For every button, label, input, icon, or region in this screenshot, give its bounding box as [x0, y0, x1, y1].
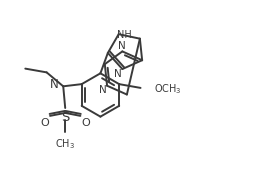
Text: O: O: [41, 118, 50, 128]
Text: OCH$_3$: OCH$_3$: [154, 82, 182, 96]
Text: N: N: [99, 85, 107, 95]
Text: O: O: [81, 118, 90, 128]
Text: N: N: [50, 78, 58, 91]
Text: N: N: [118, 41, 126, 50]
Text: NH: NH: [117, 30, 131, 40]
Text: S: S: [61, 111, 69, 124]
Text: CH$_3$: CH$_3$: [55, 137, 75, 151]
Text: N: N: [114, 69, 121, 79]
